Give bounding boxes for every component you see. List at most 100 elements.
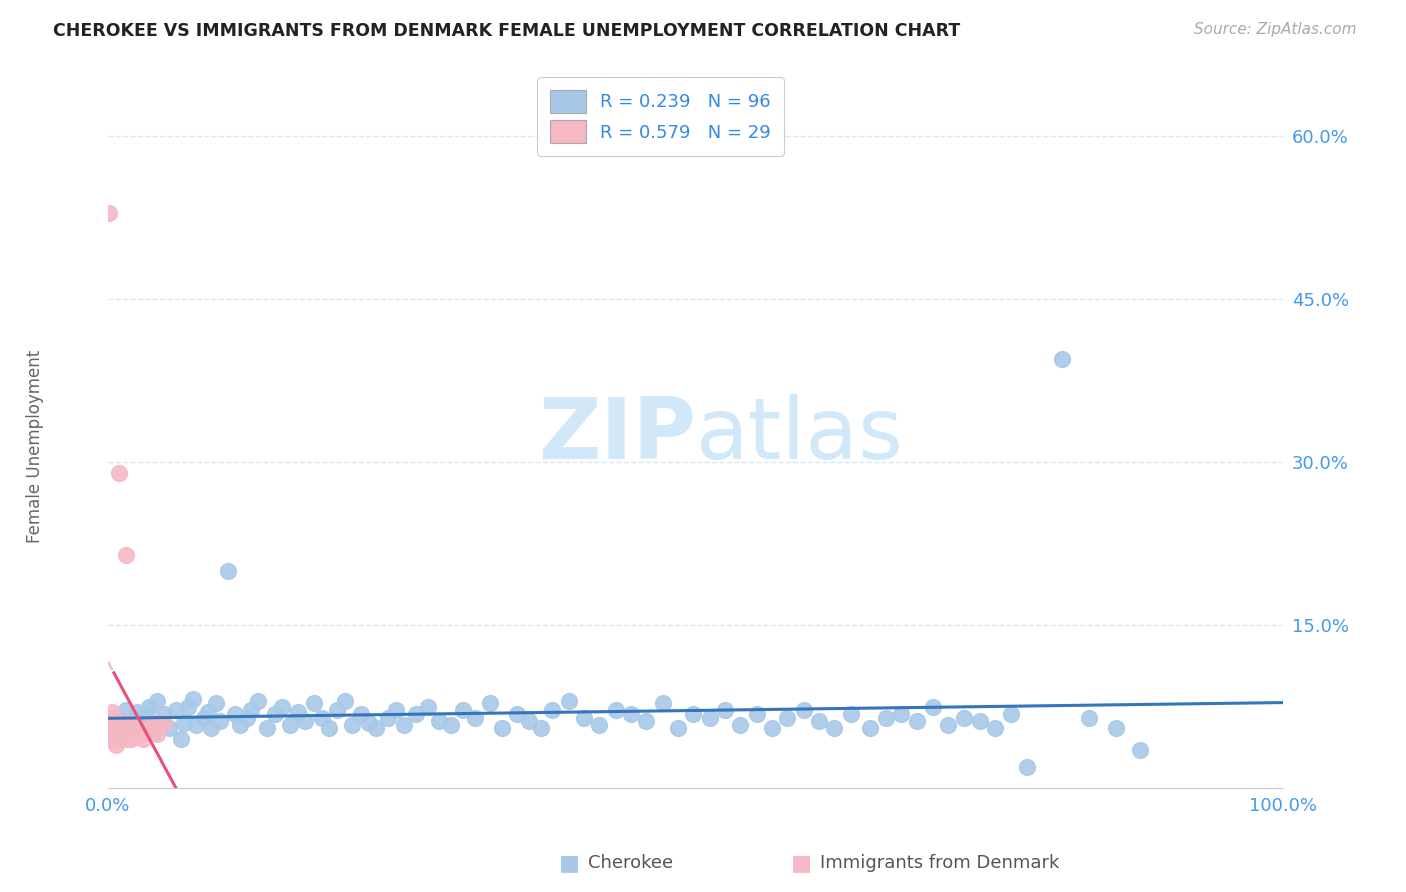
Point: [105, 711, 128, 725]
Point: [107, 467, 129, 481]
Point: [205, 697, 228, 711]
Point: [103, 732, 125, 747]
Point: [193, 711, 215, 725]
Point: [235, 711, 257, 725]
Point: [111, 716, 134, 731]
Point: [350, 707, 373, 722]
Point: [859, 722, 882, 736]
Point: [478, 697, 501, 711]
Point: [541, 703, 564, 717]
Point: [146, 694, 169, 708]
Point: [605, 703, 627, 717]
Point: [100, 722, 122, 736]
Point: [745, 707, 768, 722]
Point: [138, 699, 160, 714]
Point: [142, 724, 165, 739]
Point: [108, 727, 131, 741]
Point: [572, 711, 595, 725]
Point: [118, 722, 141, 736]
Point: [294, 714, 316, 728]
Point: [730, 718, 752, 732]
Point: [118, 722, 141, 736]
Point: [181, 692, 204, 706]
Point: [142, 716, 165, 731]
Point: [186, 718, 208, 732]
Point: [115, 716, 138, 731]
Point: [952, 711, 974, 725]
Point: [302, 697, 325, 711]
Point: [149, 716, 172, 731]
Point: [620, 707, 643, 722]
Point: [98, 716, 121, 731]
Point: [793, 703, 815, 717]
Point: [808, 714, 831, 728]
Point: [875, 711, 897, 725]
Text: Female Unemployment: Female Unemployment: [27, 350, 44, 542]
Point: [127, 705, 149, 719]
Point: [984, 722, 1007, 736]
Point: [105, 722, 128, 736]
Point: [416, 699, 439, 714]
Point: [122, 716, 145, 731]
Point: [682, 707, 704, 722]
Point: [491, 722, 513, 736]
Point: [342, 718, 364, 732]
Point: [364, 722, 387, 736]
Point: [776, 711, 799, 725]
Point: [326, 703, 349, 717]
Point: [173, 716, 195, 731]
Point: [440, 718, 463, 732]
Point: [699, 711, 721, 725]
Point: [117, 732, 139, 747]
Text: ■: ■: [560, 854, 579, 873]
Point: [823, 722, 845, 736]
Point: [271, 699, 294, 714]
Point: [135, 707, 157, 722]
Point: [256, 722, 278, 736]
Point: [1017, 759, 1039, 773]
Point: [112, 722, 135, 736]
Point: [105, 738, 128, 752]
Text: ZIP: ZIP: [538, 393, 696, 476]
Text: atlas: atlas: [696, 393, 904, 476]
Point: [228, 718, 250, 732]
Point: [517, 714, 540, 728]
Point: [129, 727, 152, 741]
Point: [104, 716, 127, 731]
Point: [335, 694, 357, 708]
Point: [636, 714, 658, 728]
Point: [506, 707, 529, 722]
Point: [839, 707, 862, 722]
Point: [197, 705, 219, 719]
Point: [224, 707, 246, 722]
Point: [122, 714, 145, 728]
Point: [103, 711, 125, 725]
Point: [129, 718, 152, 732]
Point: [138, 722, 160, 736]
Point: [121, 732, 143, 747]
Point: [890, 707, 912, 722]
Point: [101, 727, 124, 741]
Point: [157, 722, 180, 736]
Point: [132, 732, 155, 747]
Point: [217, 564, 239, 578]
Point: [429, 714, 451, 728]
Point: [287, 705, 309, 719]
Text: Source: ZipAtlas.com: Source: ZipAtlas.com: [1194, 22, 1357, 37]
Point: [100, 727, 122, 741]
Point: [392, 718, 415, 732]
Point: [153, 716, 176, 731]
Point: [98, 205, 121, 219]
Text: Immigrants from Denmark: Immigrants from Denmark: [820, 855, 1059, 872]
Point: [153, 707, 176, 722]
Point: [357, 716, 380, 731]
Text: Cherokee: Cherokee: [588, 855, 673, 872]
Point: [165, 703, 187, 717]
Point: [761, 722, 783, 736]
Point: [114, 703, 136, 717]
Point: [177, 699, 200, 714]
Point: [385, 703, 408, 717]
Point: [377, 711, 399, 725]
Point: [588, 718, 610, 732]
Point: [666, 722, 689, 736]
